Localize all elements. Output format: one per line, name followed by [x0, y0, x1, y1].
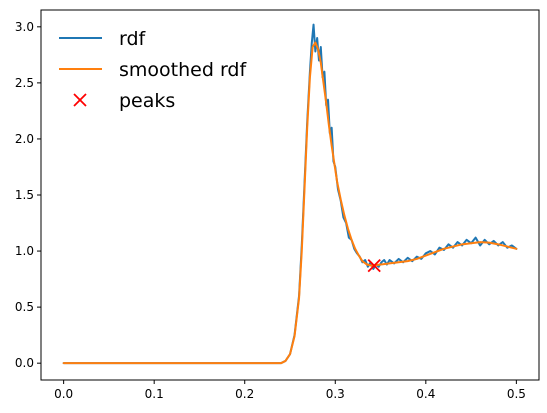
plot-area-background	[41, 10, 539, 380]
legend: rdf smoothed rdf peaks	[59, 28, 247, 112]
x-tick-label: 0.2	[235, 387, 254, 401]
legend-item: peaks	[73, 90, 175, 112]
legend-label: peaks	[119, 90, 175, 112]
series-line-smoothed-rdf	[62, 41, 518, 365]
y-tick-label: 2.5	[15, 76, 34, 90]
plot-lines	[62, 23, 518, 365]
x-tick-label: 0.1	[145, 387, 164, 401]
peak-marker-stroke	[367, 258, 381, 273]
peak-markers	[367, 258, 381, 273]
legend-label: rdf	[119, 28, 147, 50]
y-tick-label: 0.5	[15, 300, 34, 314]
x-tick-label: 0.5	[507, 387, 526, 401]
y-tick-label: 1.0	[15, 244, 34, 258]
x-tick-label: 0.4	[416, 387, 435, 401]
y-tick-label: 2.0	[15, 132, 34, 146]
legend-item: smoothed rdf	[59, 59, 247, 81]
x-tick-label: 0.3	[326, 387, 345, 401]
y-axis-ticks: 0.0 0.5 1.0 1.5 2.0 2.5 3.0	[15, 20, 41, 370]
peak-marker	[367, 258, 381, 273]
legend-item: rdf	[59, 28, 147, 50]
x-tick-label: 0.0	[54, 387, 73, 401]
legend-label: smoothed rdf	[119, 59, 247, 81]
legend-marker-swatch	[73, 93, 87, 107]
y-tick-label: 3.0	[15, 20, 34, 34]
y-tick-label: 0.0	[15, 356, 34, 370]
x-axis-ticks: 0.0 0.1 0.2 0.3 0.4 0.5	[54, 380, 526, 401]
y-tick-label: 1.5	[15, 188, 34, 202]
